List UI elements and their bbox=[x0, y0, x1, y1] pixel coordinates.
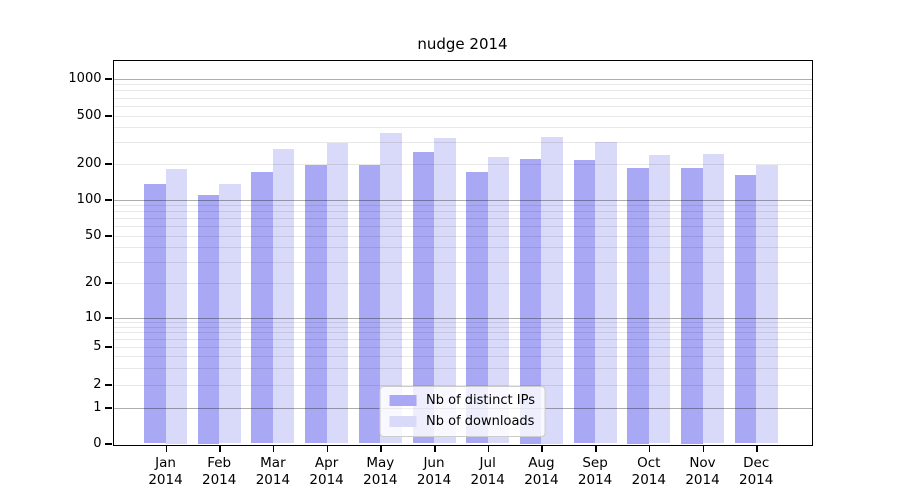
x-tick-jan bbox=[165, 446, 167, 452]
y-tick-label-2: 2 bbox=[93, 377, 102, 392]
x-tick-oct bbox=[648, 446, 651, 452]
y-tick-label-100: 100 bbox=[76, 192, 102, 207]
y-tick-label-200: 200 bbox=[76, 156, 102, 171]
bar-nb-of-distinct-ips-nov bbox=[681, 167, 703, 444]
x-tick-label-jul: Jul 2014 bbox=[470, 454, 505, 488]
x-tick-label-oct: Oct 2014 bbox=[631, 454, 666, 488]
x-tick-label-nov: Nov 2014 bbox=[685, 454, 720, 488]
y-tick-0 bbox=[104, 443, 112, 445]
x-tick-jul bbox=[487, 446, 490, 452]
bar-nb-of-downloads-may bbox=[380, 133, 402, 444]
y-tick-200 bbox=[104, 163, 112, 165]
x-tick-label-aug: Aug 2014 bbox=[524, 454, 559, 488]
x-tick-feb bbox=[219, 446, 221, 452]
bar-nb-of-distinct-ips-dec bbox=[734, 175, 757, 444]
x-tick-jun bbox=[434, 446, 436, 452]
y-tick-label-0: 0 bbox=[93, 436, 102, 451]
y-tick-500 bbox=[104, 115, 112, 117]
bar-nb-of-downloads-mar bbox=[272, 148, 295, 444]
x-tick-mar bbox=[272, 446, 275, 452]
bar-nb-of-downloads-jul bbox=[487, 157, 510, 444]
x-tick-label-dec: Dec 2014 bbox=[739, 454, 774, 488]
plot-area: Nb of distinct IPs Nb of downloads Jan 20… bbox=[68, 59, 813, 488]
x-tick-label-apr: Apr 2014 bbox=[309, 454, 344, 488]
bars-layer bbox=[114, 61, 812, 445]
y-tick-label-20: 20 bbox=[84, 275, 102, 290]
legend-swatch-distinct-ips bbox=[389, 394, 417, 406]
bar-nb-of-distinct-ips-sep bbox=[573, 159, 596, 444]
y-tick-2 bbox=[104, 384, 112, 386]
bar-nb-of-distinct-ips-oct bbox=[627, 167, 649, 444]
x-tick-label-mar: Mar 2014 bbox=[255, 454, 291, 488]
y-tick-label-500: 500 bbox=[76, 108, 102, 123]
x-tick-dec bbox=[756, 446, 758, 452]
y-tick-label-1: 1 bbox=[93, 400, 102, 415]
x-tick-label-feb: Feb 2014 bbox=[202, 454, 237, 488]
bar-nb-of-downloads-apr bbox=[326, 143, 349, 444]
y-tick-1000 bbox=[104, 78, 112, 80]
legend: Nb of distinct IPs Nb of downloads bbox=[379, 385, 546, 437]
bar-nb-of-distinct-ips-jan bbox=[144, 183, 166, 444]
x-tick-apr bbox=[326, 446, 329, 452]
bar-nb-of-downloads-aug bbox=[541, 136, 563, 444]
x-tick-label-jun: Jun 2014 bbox=[416, 454, 452, 488]
bar-nb-of-distinct-ips-apr bbox=[305, 164, 327, 444]
x-tick-label-jan: Jan 2014 bbox=[148, 454, 183, 488]
bar-nb-of-downloads-oct bbox=[648, 155, 671, 444]
x-tick-aug bbox=[541, 446, 543, 452]
bar-nb-of-distinct-ips-may bbox=[358, 164, 381, 444]
y-tick-label-5: 5 bbox=[93, 339, 102, 354]
y-tick-10 bbox=[104, 317, 112, 319]
bar-nb-of-distinct-ips-aug bbox=[519, 158, 542, 444]
legend-label-distinct-ips: Nb of distinct IPs bbox=[426, 392, 535, 408]
legend-label-downloads: Nb of downloads bbox=[426, 413, 535, 429]
bar-nb-of-downloads-nov bbox=[702, 153, 724, 444]
bar-nb-of-downloads-jun bbox=[434, 138, 456, 444]
bar-nb-of-distinct-ips-feb bbox=[197, 194, 220, 444]
x-tick-nov bbox=[702, 446, 704, 452]
y-tick-100 bbox=[104, 199, 112, 201]
legend-item-downloads: Nb of downloads bbox=[389, 414, 535, 429]
bar-nb-of-downloads-jan bbox=[165, 169, 187, 444]
chart-title: nudge 2014 bbox=[417, 35, 508, 53]
bar-nb-of-downloads-feb bbox=[219, 183, 241, 444]
bar-nb-of-downloads-sep bbox=[595, 142, 617, 444]
y-tick-50 bbox=[104, 235, 112, 237]
legend-swatch-downloads bbox=[389, 415, 417, 427]
y-tick-label-10: 10 bbox=[84, 310, 102, 325]
y-tick-20 bbox=[104, 282, 112, 284]
x-tick-label-sep: Sep 2014 bbox=[577, 454, 613, 488]
legend-item-distinct-ips: Nb of distinct IPs bbox=[389, 393, 535, 408]
x-tick-may bbox=[380, 446, 382, 452]
bar-nb-of-distinct-ips-mar bbox=[251, 171, 273, 444]
y-tick-label-50: 50 bbox=[84, 228, 102, 243]
bar-nb-of-distinct-ips-jul bbox=[466, 171, 488, 444]
x-tick-sep bbox=[595, 446, 597, 452]
bar-nb-of-downloads-dec bbox=[756, 164, 778, 444]
x-tick-label-may: May 2014 bbox=[363, 454, 398, 488]
y-tick-5 bbox=[104, 346, 112, 348]
bar-nb-of-distinct-ips-jun bbox=[412, 151, 434, 444]
y-tick-1 bbox=[104, 407, 112, 409]
y-tick-label-1000: 1000 bbox=[68, 71, 102, 86]
